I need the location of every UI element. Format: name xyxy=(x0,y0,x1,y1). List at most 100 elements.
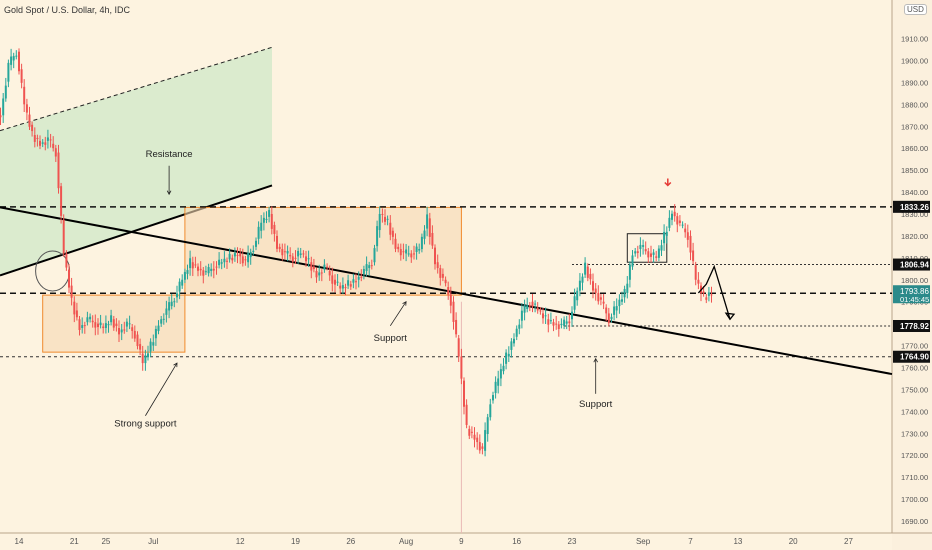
candle xyxy=(386,218,389,220)
candle xyxy=(68,269,70,288)
candle xyxy=(362,269,365,274)
y-tick-label: 1900.00 xyxy=(901,56,928,65)
candle xyxy=(286,250,289,254)
candle xyxy=(97,323,99,328)
candle xyxy=(547,319,550,325)
candle xyxy=(578,280,581,291)
candle xyxy=(470,431,473,433)
candle xyxy=(328,270,331,276)
candle xyxy=(157,325,160,331)
candle xyxy=(502,365,505,372)
x-tick-label: 27 xyxy=(844,537,853,546)
candle xyxy=(220,262,223,264)
candle xyxy=(160,319,163,324)
candle xyxy=(671,213,673,220)
candle xyxy=(707,292,710,296)
price-label: 1764.90 xyxy=(900,353,929,362)
candle xyxy=(647,251,650,258)
candle xyxy=(357,276,360,280)
candle xyxy=(652,252,655,255)
candle xyxy=(257,226,260,239)
candle xyxy=(478,442,481,451)
x-tick-label: Jul xyxy=(148,537,158,546)
candle xyxy=(447,287,450,295)
descending-trendline xyxy=(0,206,893,376)
candle xyxy=(147,353,149,358)
candle xyxy=(660,245,663,251)
candle xyxy=(571,311,573,320)
y-tick-label: 1850.00 xyxy=(901,166,928,175)
candle xyxy=(262,217,265,223)
candle xyxy=(526,305,529,310)
candle xyxy=(694,265,697,280)
annotation-label: Strong support xyxy=(114,419,177,430)
candle xyxy=(634,251,637,254)
candle xyxy=(549,320,552,322)
candle xyxy=(684,228,687,233)
candle xyxy=(86,317,89,323)
candle xyxy=(663,231,666,244)
candle xyxy=(307,258,310,260)
x-tick-label: 20 xyxy=(789,537,798,546)
candle xyxy=(110,315,113,323)
candle xyxy=(413,253,415,255)
candle xyxy=(507,353,510,357)
candle xyxy=(418,249,421,251)
candle xyxy=(510,341,513,350)
candle xyxy=(281,249,284,256)
candle xyxy=(534,303,537,305)
candle xyxy=(434,247,436,265)
projection-arrowhead xyxy=(724,312,736,321)
candle xyxy=(384,216,386,222)
candle xyxy=(18,51,20,72)
candle xyxy=(154,328,157,339)
candle xyxy=(25,104,28,113)
candle xyxy=(678,220,681,223)
bar-countdown: 01:45:45 xyxy=(900,295,929,304)
candle xyxy=(136,334,139,347)
candle xyxy=(481,446,484,449)
last-price-box xyxy=(893,285,930,304)
price-label-box xyxy=(893,319,930,332)
candle xyxy=(650,253,652,257)
x-tick-label: 23 xyxy=(568,537,577,546)
x-tick-label: 16 xyxy=(512,537,521,546)
x-tick-label: 9 xyxy=(459,537,464,546)
candle xyxy=(515,328,518,337)
candle xyxy=(681,224,684,226)
annotation-label: Support xyxy=(374,333,408,344)
candle xyxy=(23,86,26,105)
candle xyxy=(302,253,305,255)
candle xyxy=(170,301,173,307)
candle xyxy=(39,140,41,146)
candle xyxy=(602,301,605,304)
currency-badge[interactable]: USD xyxy=(904,4,927,15)
candle xyxy=(431,232,434,246)
candle xyxy=(347,280,350,286)
candle xyxy=(568,321,571,324)
candle xyxy=(628,264,631,280)
candle xyxy=(642,245,645,247)
reversal-arrow-icon xyxy=(664,178,672,187)
candle xyxy=(639,244,642,250)
candle xyxy=(28,114,31,127)
candle xyxy=(415,246,418,252)
candle xyxy=(276,235,278,249)
candle xyxy=(231,257,234,261)
candle xyxy=(241,256,244,264)
x-tick-label: 25 xyxy=(101,537,110,546)
candle xyxy=(686,232,689,240)
candle xyxy=(226,260,228,262)
annotation-arrow-line xyxy=(389,301,407,327)
candle xyxy=(594,288,597,293)
candle xyxy=(505,352,508,364)
candle xyxy=(705,297,708,300)
candle xyxy=(605,307,608,314)
price-label: 1806.94 xyxy=(900,261,929,270)
candle xyxy=(486,417,489,435)
annotation-arrow-line xyxy=(145,362,178,416)
candle xyxy=(484,430,487,451)
candle xyxy=(12,56,15,61)
candle xyxy=(91,320,94,323)
